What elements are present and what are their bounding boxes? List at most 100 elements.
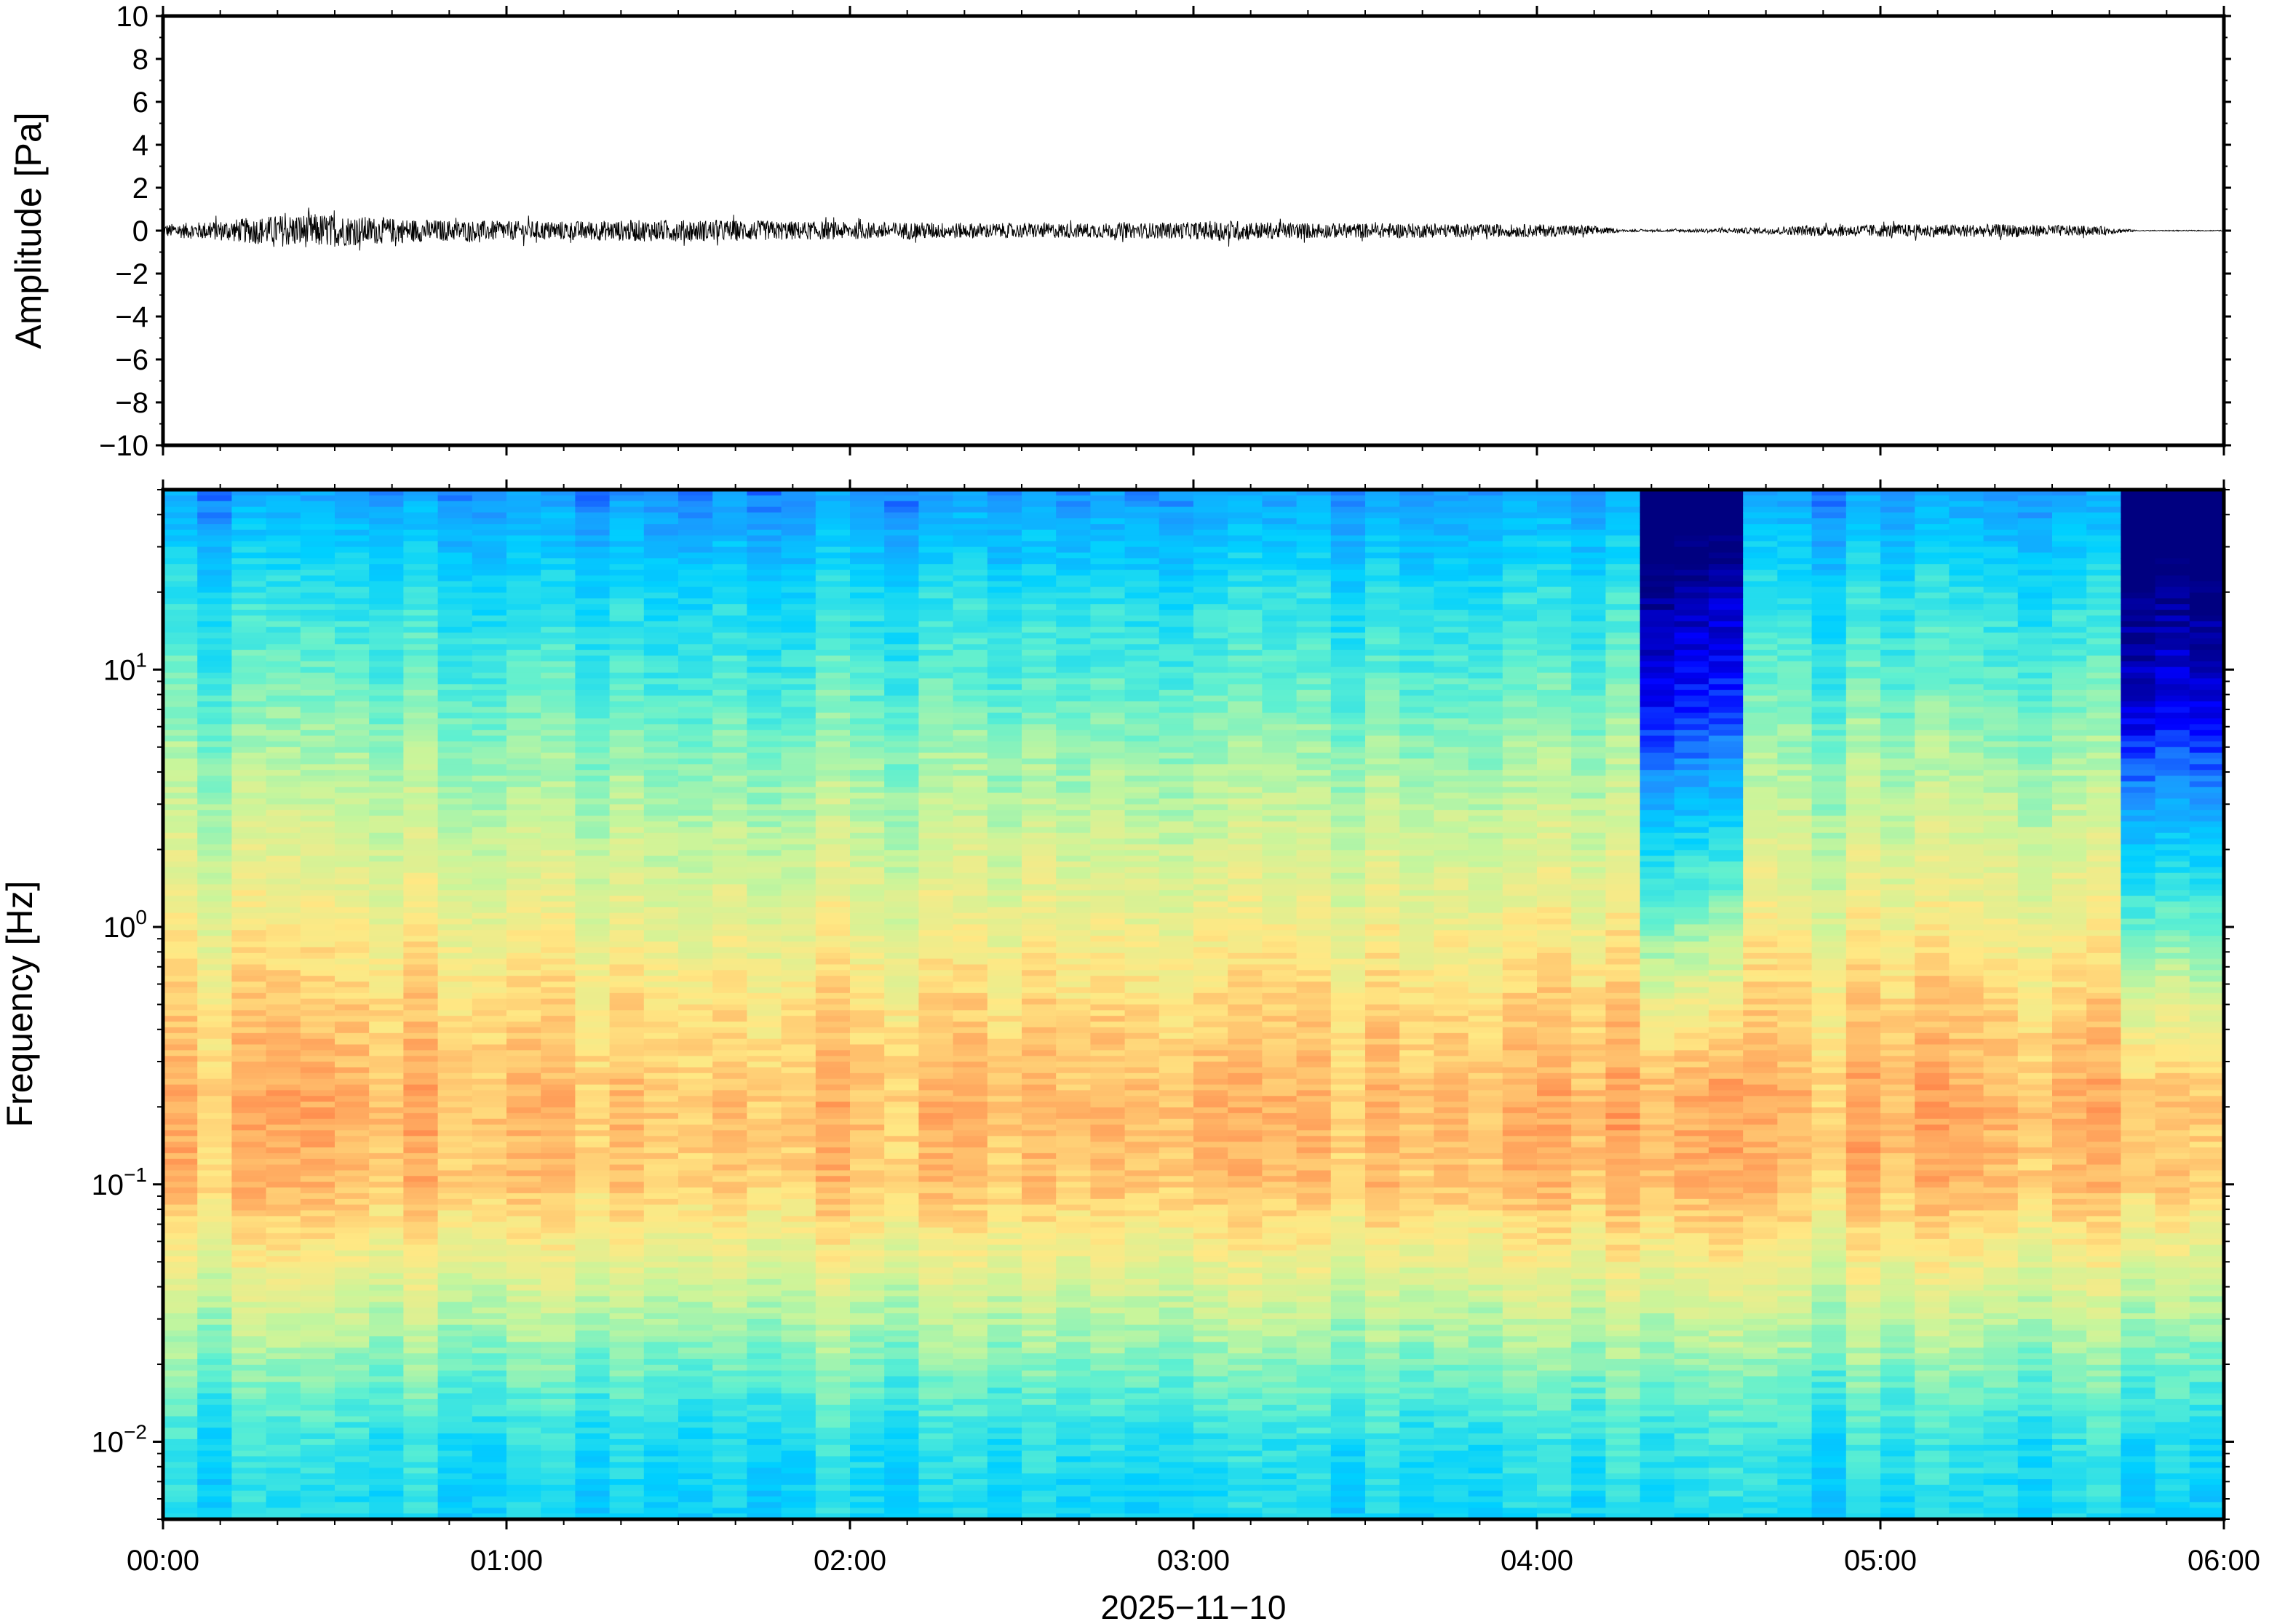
spectrogram-cell — [953, 604, 988, 610]
spectrogram-cell — [987, 1284, 1022, 1291]
spectrogram-cell — [987, 1479, 1022, 1486]
spectrogram-cell — [197, 896, 232, 902]
spectrogram-cell — [1022, 1313, 1057, 1320]
spectrogram-cell — [1056, 1330, 1091, 1337]
spectrogram-cell — [884, 546, 919, 554]
spectrogram-cell — [609, 1124, 645, 1131]
spectrogram-cell — [643, 1216, 679, 1222]
spectrogram-cell — [1056, 930, 1091, 936]
spectrogram-cell — [472, 1376, 507, 1382]
spectrogram-cell — [815, 1450, 851, 1457]
spectrogram-cell — [472, 1050, 507, 1056]
spectrogram-cell — [575, 1067, 611, 1074]
spectrogram-cell — [231, 1238, 267, 1246]
spectrogram-cell — [197, 827, 232, 834]
spectrogram-cell — [575, 1107, 611, 1114]
spectrogram-cell — [403, 1022, 439, 1028]
spectrogram-cell — [609, 1278, 645, 1286]
spectrogram-cell — [781, 1107, 816, 1114]
spectrogram-cell — [850, 936, 885, 942]
spectrogram-cell — [918, 1307, 954, 1314]
spectrogram-cell — [850, 896, 885, 902]
spectrogram-cell — [747, 1296, 782, 1302]
spectrogram-cell — [437, 661, 473, 668]
spectrogram-cell — [266, 827, 301, 834]
spectrogram-cell — [403, 1238, 439, 1246]
spectrogram-cell — [815, 586, 851, 594]
spectrogram-cell — [575, 1170, 611, 1177]
spectrogram-cell — [369, 1313, 404, 1320]
spectrogram-cell — [1056, 1227, 1091, 1234]
spectrogram-cell — [953, 1256, 988, 1262]
spectrogram-cell — [231, 1364, 267, 1372]
spectrogram-cell — [609, 1410, 645, 1417]
spectrogram-cell — [506, 1376, 541, 1382]
spectrogram-cell — [163, 1256, 198, 1262]
spectrogram-cell — [231, 1336, 267, 1342]
spectrogram-cell — [678, 1318, 713, 1326]
spectrogram-cell — [953, 942, 988, 948]
spectrogram-cell — [609, 1032, 645, 1040]
spectrogram-cell — [781, 506, 816, 514]
spectrogram-cell — [815, 632, 851, 639]
spectrogram-cell — [506, 1284, 541, 1291]
spectrogram-cell — [747, 1136, 782, 1142]
spectrogram-cell — [369, 1370, 404, 1377]
spectrogram-cell — [678, 930, 713, 936]
spectrogram-cell — [1022, 626, 1057, 634]
spectrogram-cell — [678, 752, 713, 760]
spectrogram-cell — [712, 884, 747, 891]
spectrogram-cell — [369, 736, 404, 742]
spectrogram-cell — [300, 1210, 335, 1217]
spectrogram-cell — [815, 1044, 851, 1051]
spectrogram-cell — [231, 730, 267, 736]
spectrogram-cell — [712, 1490, 747, 1497]
spectrogram-cell — [403, 1096, 439, 1102]
spectrogram-cell — [575, 838, 611, 845]
spectrogram-cell — [506, 541, 541, 548]
spectrogram-cell — [678, 1118, 713, 1126]
spectrogram-cell — [1056, 1010, 1091, 1016]
spectrogram-cell — [953, 718, 988, 725]
spectrogram-cell — [747, 564, 782, 570]
spectrogram-cell — [781, 1198, 816, 1206]
spectrogram-cell — [506, 764, 541, 771]
spectrogram-cell — [747, 787, 782, 794]
spectrogram-cell — [197, 861, 232, 868]
spectrogram-cell — [884, 656, 919, 662]
spectrogram-cell — [472, 1348, 507, 1354]
spectrogram-cell — [1022, 1004, 1057, 1011]
spectrogram-cell — [403, 776, 439, 782]
spectrogram-cell — [747, 947, 782, 954]
spectrogram-cell — [472, 1182, 507, 1188]
spectrogram-cell — [643, 1193, 679, 1200]
spectrogram-cell — [747, 1462, 782, 1468]
spectrogram-cell — [403, 896, 439, 902]
spectrogram-cell — [437, 1450, 473, 1457]
spectrogram-cell — [403, 781, 439, 788]
spectrogram-cell — [712, 644, 747, 650]
spectrogram-cell — [472, 1072, 507, 1080]
spectrogram-cell — [403, 1102, 439, 1108]
spectrogram-cell — [609, 781, 645, 788]
spectrogram-cell — [918, 798, 954, 805]
spectrogram-cell — [369, 792, 404, 800]
spectrogram-cell — [1022, 632, 1057, 639]
spectrogram-cell — [850, 604, 885, 610]
spectrogram-cell — [712, 1118, 747, 1126]
spectrogram-cell — [541, 592, 576, 599]
spectrogram-cell — [678, 1490, 713, 1497]
spectrogram-cell — [403, 1010, 439, 1016]
spectrogram-cell — [987, 924, 1022, 931]
spectrogram-cell — [815, 610, 851, 616]
spectrogram-cell — [335, 1072, 370, 1080]
spectrogram-cell — [1022, 1233, 1057, 1240]
spectrogram-cell — [472, 501, 507, 508]
spectrogram-cell — [850, 878, 885, 885]
spectrogram-cell — [266, 1290, 301, 1297]
spectrogram-cell — [781, 952, 816, 960]
spectrogram-cell — [231, 1044, 267, 1051]
spectrogram-cell — [850, 884, 885, 891]
spectrogram-cell — [815, 1273, 851, 1280]
spectrogram-cell — [163, 1353, 198, 1360]
